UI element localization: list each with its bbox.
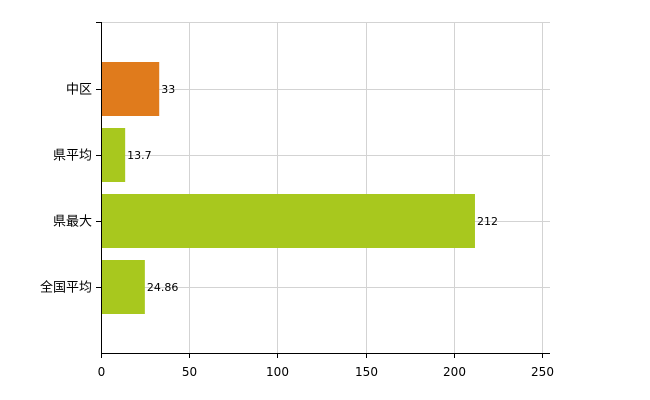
axes <box>96 22 550 358</box>
bar <box>101 260 145 314</box>
x-tick-label: 100 <box>266 365 289 379</box>
x-tick-label: 0 <box>98 365 106 379</box>
bar <box>101 128 126 182</box>
category-label: 全国平均 <box>40 280 92 296</box>
x-tick-label: 50 <box>182 365 197 379</box>
bar <box>101 62 160 116</box>
category-label: 中区 <box>66 83 92 98</box>
gridlines <box>101 22 550 353</box>
data-label: 13.7 <box>127 149 152 162</box>
bars <box>101 62 475 314</box>
x-tick-label: 200 <box>443 365 466 379</box>
data-label: 33 <box>161 83 175 96</box>
category-label: 県平均 <box>53 149 92 164</box>
category-label: 県最大 <box>53 215 92 230</box>
data-label: 212 <box>477 215 498 228</box>
bar <box>101 194 475 248</box>
x-tick-label: 150 <box>355 365 378 379</box>
x-tick-label: 250 <box>531 365 554 379</box>
data-label: 24.86 <box>147 281 179 294</box>
